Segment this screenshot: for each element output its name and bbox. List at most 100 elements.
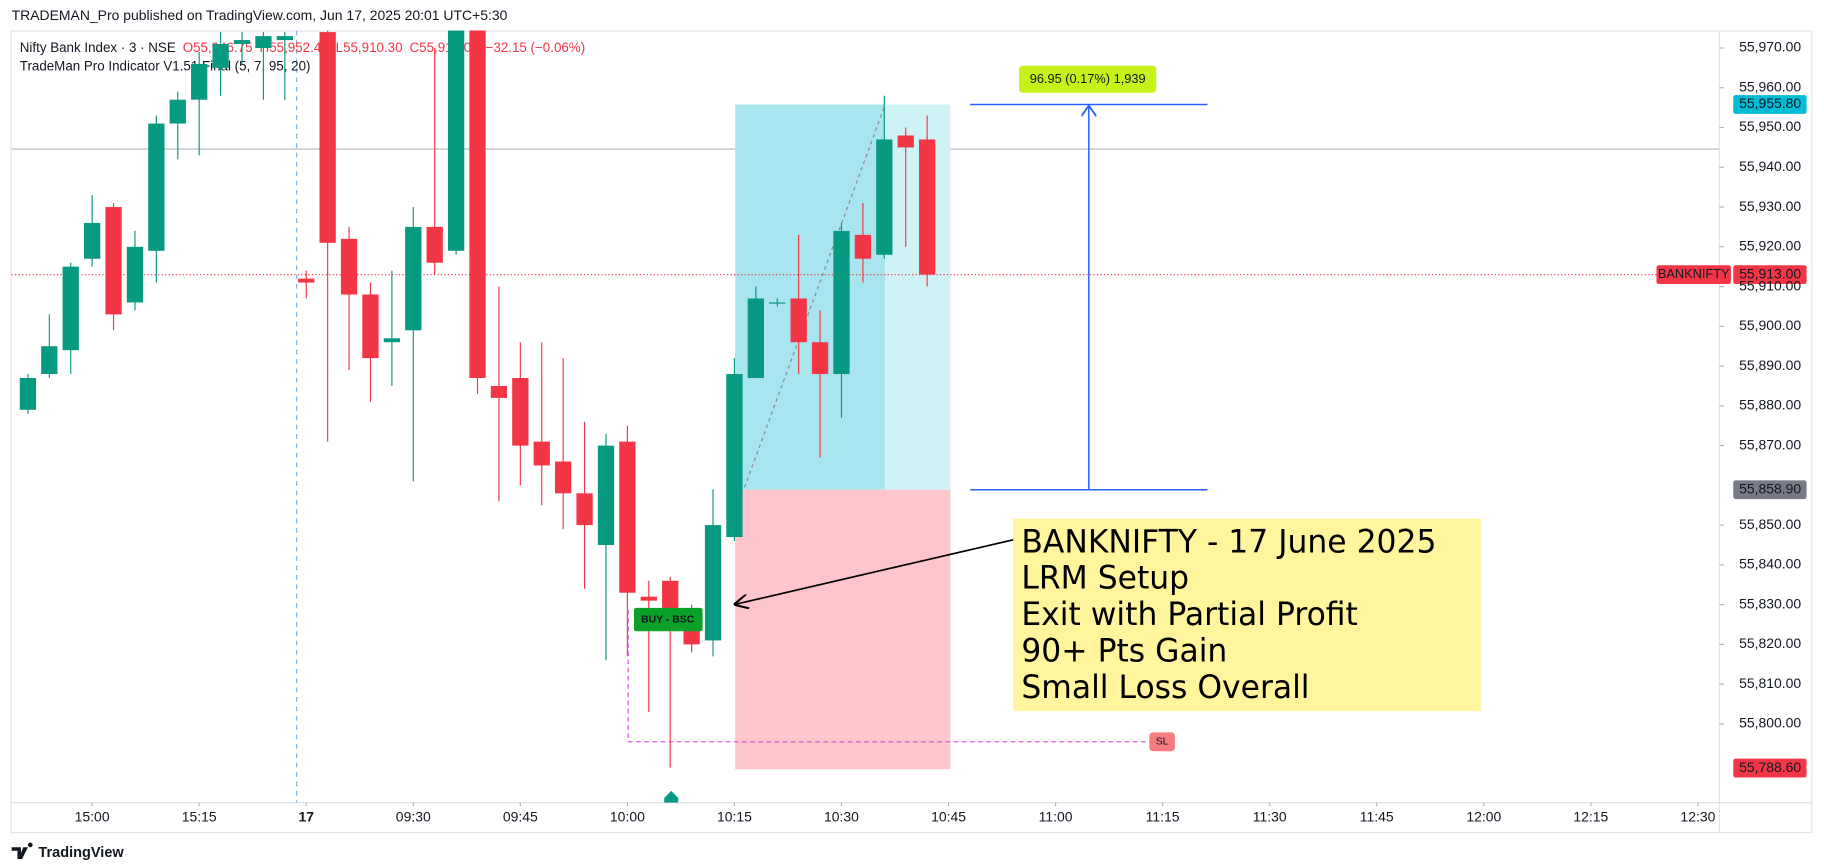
annotation-line: Small Loss Overall <box>1021 670 1309 706</box>
candle-body <box>704 525 722 641</box>
x-tick-label: 10:30 <box>824 809 859 825</box>
candle-body <box>512 378 529 446</box>
brand-name: TradingView <box>38 845 124 861</box>
y-tick-label: 55,940.00 <box>1739 158 1801 174</box>
candle-body <box>105 207 122 315</box>
candle-body <box>447 30 465 251</box>
annotation-line: 90+ Pts Gain <box>1021 633 1227 669</box>
entry-price-label-bg <box>1733 480 1807 500</box>
x-tick-label: 11:00 <box>1039 809 1073 825</box>
candle-body <box>662 580 679 609</box>
candle-body <box>469 30 486 379</box>
symbol: Nifty Bank Index · 3 · NSE <box>20 40 176 55</box>
candle-body <box>255 36 272 49</box>
annotation-line: LRM Setup <box>1021 561 1189 597</box>
y-tick-label: 55,870.00 <box>1739 436 1801 452</box>
ohlc-value: L55,910.30 <box>336 40 403 55</box>
background-layer <box>11 104 1720 770</box>
x-tick-label: 09:45 <box>503 809 538 825</box>
y-tick-label: 55,910.00 <box>1739 277 1801 293</box>
candle-body <box>769 302 786 304</box>
candle-body <box>362 294 379 359</box>
candle-body <box>533 441 550 466</box>
entry-price-label: 55,858.90 <box>1739 480 1801 496</box>
x-tick-label: 10:00 <box>610 809 645 825</box>
candle-body <box>383 338 401 343</box>
candle-body <box>555 461 572 494</box>
y-tick-label: 55,840.00 <box>1739 556 1801 572</box>
x-tick-label: 12:30 <box>1680 809 1715 825</box>
signal-bg <box>633 607 703 632</box>
stop-price-label: 55,788.60 <box>1739 759 1801 775</box>
y-tick-label: 55,950.00 <box>1739 118 1801 134</box>
stop-price-label-bg <box>1733 758 1807 778</box>
candle-body <box>747 298 764 379</box>
brand-logo <box>11 842 33 859</box>
candle-body <box>597 445 615 545</box>
measure-label: 96.95 (0.17%) 1,939 <box>1030 71 1146 86</box>
symbol-legend: Nifty Bank Index · 3 · NSEO55,946.75H55,… <box>20 40 585 55</box>
publisher: TRADEMAN_Pro published on TradingView.co… <box>12 7 508 23</box>
candle-body <box>405 226 422 331</box>
candle-body <box>148 123 165 251</box>
x-tick-label: 15:00 <box>75 809 110 825</box>
y-tick-label: 55,810.00 <box>1739 675 1801 691</box>
x-tick-label: 11:30 <box>1253 809 1287 825</box>
y-tick-label: 55,830.00 <box>1739 595 1801 611</box>
last-price-label-bg <box>1733 265 1807 285</box>
x-tick-label: 10:15 <box>717 809 752 825</box>
candle-body <box>169 99 186 124</box>
candle-body <box>811 342 829 375</box>
x-tick-label: 10:45 <box>931 809 966 825</box>
x-tick-label: 09:30 <box>396 809 431 825</box>
candle-body <box>426 226 443 263</box>
stop-zone <box>735 489 951 770</box>
symbol-tag: BANKNIFTY <box>1658 266 1730 281</box>
last-price-label: 55,913.00 <box>1739 265 1801 281</box>
measure-label-bg <box>1019 65 1157 93</box>
candle-body <box>876 139 893 255</box>
x-tick-label: 12:15 <box>1573 809 1608 825</box>
candle-body <box>83 222 101 259</box>
x-tick-label: 11:45 <box>1360 809 1394 825</box>
candle-body <box>619 441 636 593</box>
target-zone-open <box>885 104 951 490</box>
target-price-label-bg <box>1733 95 1807 114</box>
annotation-line: BANKNIFTY - 17 June 2025 <box>1021 524 1436 560</box>
candles <box>19 30 936 768</box>
overlay: 96.95 (0.17%) 1,939 SL BUY - BSC BANKNIFTY … <box>627 65 1807 778</box>
x-tick-label: 17 <box>298 809 314 825</box>
candle-body <box>212 44 229 68</box>
candle-body <box>576 493 593 526</box>
y-tick-label: 55,960.00 <box>1739 78 1801 94</box>
y-tick-label: 55,800.00 <box>1739 715 1801 731</box>
sl-line <box>627 610 1150 743</box>
candle-body <box>276 36 293 41</box>
y-tick-label: 55,900.00 <box>1739 317 1801 333</box>
candle-body <box>41 346 58 375</box>
candle-body <box>191 63 208 100</box>
buy-marker <box>664 790 679 803</box>
frame <box>10 30 1813 834</box>
x-tick-label: 12:00 <box>1466 809 1501 825</box>
candle-body <box>233 40 251 45</box>
candle-body <box>854 234 872 259</box>
candle-body <box>62 266 79 351</box>
brand: TradingView <box>11 842 124 861</box>
signal-label: BUY - BSC <box>641 613 695 625</box>
candle-body <box>918 139 936 275</box>
target-zone <box>735 104 886 490</box>
candle-body <box>126 246 144 303</box>
y-tick-label: 55,930.00 <box>1739 198 1801 214</box>
ohlc-value: C55,913.00 <box>410 40 479 55</box>
candle-body <box>19 378 37 410</box>
candle-body <box>897 135 914 148</box>
trade-path <box>743 104 886 488</box>
annotation-box <box>1013 518 1481 712</box>
candle-body <box>726 374 743 538</box>
target-price-label: 55,955.80 <box>1739 95 1801 111</box>
y-tick-label: 55,970.00 <box>1739 39 1801 55</box>
y-tick-label: 55,850.00 <box>1739 516 1801 532</box>
